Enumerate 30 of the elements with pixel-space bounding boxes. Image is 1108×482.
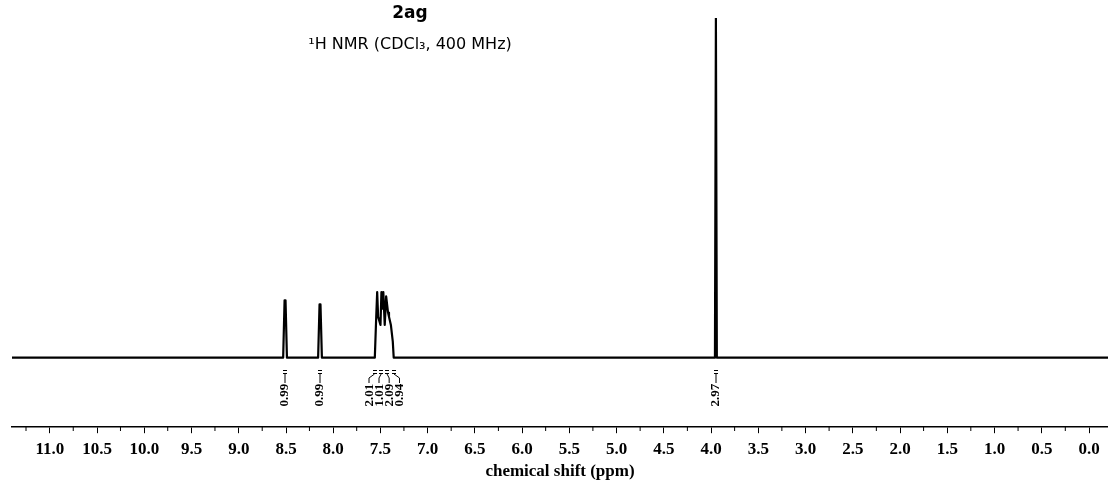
x-tick-label: 7.0 bbox=[417, 438, 439, 458]
x-tick-label: 1.5 bbox=[936, 438, 958, 458]
annotation: 0.99 bbox=[311, 383, 327, 407]
x-tick-label: 9.5 bbox=[180, 438, 203, 458]
annotation: 0.99 bbox=[276, 383, 292, 407]
x-tick-label: 4.5 bbox=[653, 438, 675, 458]
x-tick-label: 10.5 bbox=[82, 438, 112, 458]
x-tick-label: 3.0 bbox=[795, 438, 817, 458]
x-tick-label: 8.5 bbox=[275, 438, 297, 458]
x-tick-label: 0.5 bbox=[1031, 438, 1053, 458]
x-tick-label: 2.5 bbox=[842, 438, 864, 458]
x-tick-label: 5.5 bbox=[558, 438, 581, 458]
x-tick-label: 6.0 bbox=[511, 438, 533, 458]
x-tick-label: 6.5 bbox=[464, 438, 486, 458]
x-tick-label: 11.0 bbox=[35, 438, 65, 458]
x-tick-label: 7.5 bbox=[369, 438, 392, 458]
x-tick-label: 8.0 bbox=[322, 438, 344, 458]
x-tick-label: 2.0 bbox=[889, 438, 911, 458]
x-tick-label: 9.0 bbox=[228, 438, 250, 458]
x-tick-label: 5.0 bbox=[606, 438, 628, 458]
annotation: 2.01 bbox=[360, 383, 376, 407]
x-tick-label: 1.0 bbox=[984, 438, 1006, 458]
x-tick-label: 4.0 bbox=[700, 438, 722, 458]
chart-title: 2ag bbox=[391, 2, 429, 22]
x-tick-label: 3.5 bbox=[747, 438, 770, 458]
annotation: 2.97 bbox=[707, 383, 723, 407]
x-tick-label: 10.0 bbox=[129, 438, 160, 458]
x-axis-title: chemical shift (ppm) bbox=[485, 461, 635, 481]
x-tick-label: 0.0 bbox=[1078, 438, 1100, 458]
text: ¹H NMR (CDCl₃, 400 MHz) bbox=[307, 34, 513, 53]
